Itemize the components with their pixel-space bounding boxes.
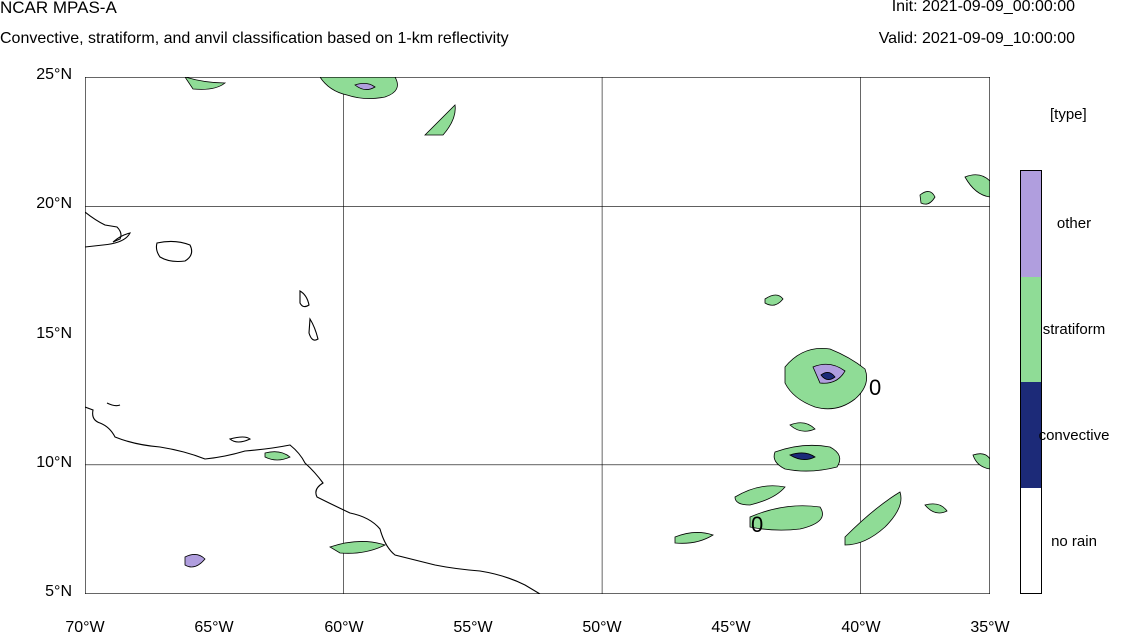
init-time: Init: 2021-09-09_00:00:00	[891, 0, 1075, 15]
coast-island-b	[299, 290, 310, 308]
lon-label-70w: 70°W	[65, 619, 105, 636]
legend-swatch-stratiform	[1021, 276, 1041, 382]
cluster-central-west	[764, 294, 784, 306]
coast-island-c	[308, 317, 319, 341]
lon-label-65w: 65°W	[194, 619, 234, 636]
lat-label-20n: 20°N	[36, 195, 72, 212]
cluster-east-edge	[972, 453, 990, 470]
lon-label-35w: 35°W	[970, 619, 1010, 636]
cluster-central-core	[820, 372, 836, 380]
legend-swatch-convective	[1021, 382, 1041, 488]
band-far-west	[674, 532, 714, 544]
coast-puerto-rico	[85, 211, 132, 248]
lon-label-45w: 45°W	[711, 619, 751, 636]
cluster-mid-core	[789, 452, 816, 460]
legend-swatch-no-rain	[1021, 487, 1041, 593]
band-east	[844, 491, 902, 546]
legend-label-convective: convective	[1038, 427, 1110, 444]
figure-subtitle: Convective, stratiform, and anvil classi…	[0, 30, 509, 47]
band-west	[734, 485, 786, 506]
cluster-coast-b	[264, 451, 291, 461]
band-mid-south	[749, 505, 823, 531]
cluster-coast-a	[329, 541, 387, 554]
coast-islet-b	[228, 436, 252, 443]
lat-label-25n: 25°N	[36, 66, 72, 83]
map-background	[85, 77, 990, 594]
legend-units: [type]	[1050, 106, 1087, 123]
legend-label-stratiform: stratiform	[1042, 321, 1106, 338]
contour-label-b: 0	[751, 512, 763, 537]
valid-time: Valid: 2021-09-09_10:00:00	[878, 30, 1075, 47]
contour-label-a: 0	[869, 375, 881, 400]
coast-island-a	[155, 240, 193, 263]
lat-label-5n: 5°N	[45, 583, 72, 600]
cluster-northeast-a	[919, 191, 936, 205]
cluster-north-b-anvil	[354, 83, 376, 90]
map-panel: 0 0	[85, 77, 990, 594]
lat-label-10n: 10°N	[36, 454, 72, 471]
graticule	[85, 77, 990, 594]
cluster-central-south	[789, 422, 816, 432]
lon-label-40w: 40°W	[841, 619, 881, 636]
legend-colorbar	[1020, 170, 1042, 594]
figure-title: NCAR MPAS-A	[0, 0, 117, 17]
lon-label-55w: 55°W	[453, 619, 493, 636]
lon-label-60w: 60°W	[324, 619, 364, 636]
legend-swatch-other	[1021, 171, 1041, 277]
cluster-north-a	[184, 77, 227, 90]
coastlines	[85, 211, 541, 594]
cluster-southwest	[184, 554, 206, 568]
band-north-c	[424, 104, 456, 136]
precip-features	[184, 77, 990, 568]
cluster-southeast	[924, 503, 948, 514]
lat-label-15n: 15°N	[36, 325, 72, 342]
lon-label-50w: 50°W	[582, 619, 622, 636]
coast-south-america	[85, 406, 541, 594]
legend-label-other: other	[1056, 215, 1092, 232]
legend-label-no-rain: no rain	[1051, 533, 1097, 550]
coast-islet-a	[106, 402, 121, 407]
cluster-northeast-b	[964, 174, 990, 198]
